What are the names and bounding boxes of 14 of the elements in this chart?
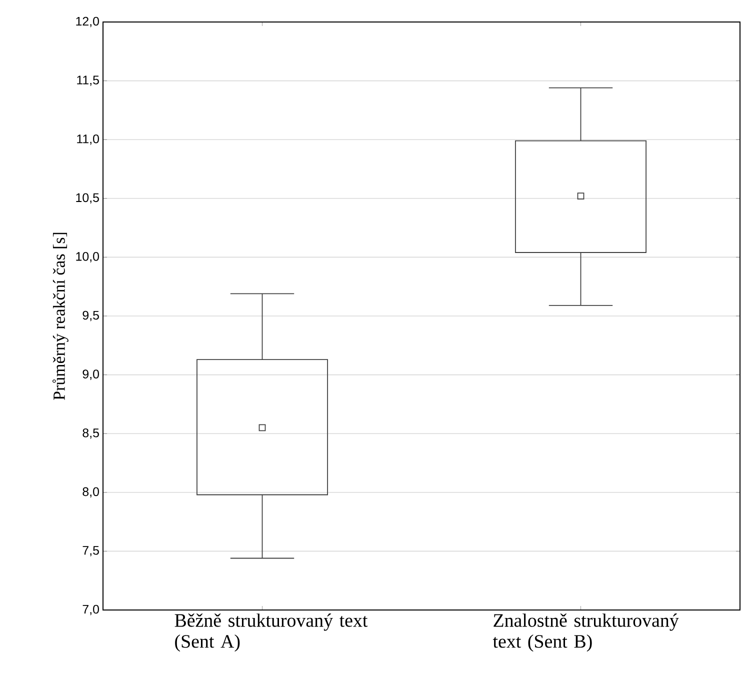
y-tick-label: 9,0 [82, 370, 99, 380]
y-axis-title: Průměrný reakční čas [s] [52, 232, 68, 400]
y-tick-label: 8,5 [82, 428, 99, 439]
x-tick-label: Znalostně strukturovaný text (Sent B) [492, 614, 679, 652]
y-tick-label: 10,5 [76, 193, 99, 204]
y-tick-label: 7,5 [82, 546, 99, 556]
x-tick-label: Běžně strukturovaný text (Sent A) [174, 614, 368, 652]
y-tick-label: 11,5 [77, 76, 99, 86]
y-tick-label: 7,0 [82, 604, 99, 616]
y-tick-label: 9,5 [82, 310, 99, 322]
y-tick-label: 8,0 [82, 487, 99, 498]
y-tick-label: 11,0 [77, 134, 99, 145]
y-tick-label: 12,0 [76, 16, 99, 28]
y-tick-label: 10,0 [76, 252, 99, 262]
